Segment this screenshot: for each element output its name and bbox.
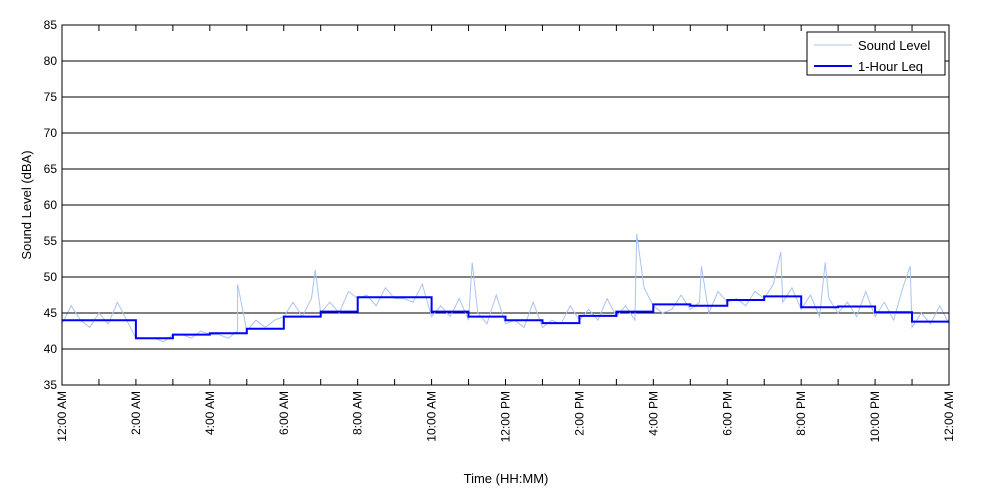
- x-axis-label: Time (HH:MM): [464, 471, 549, 486]
- x-tick-label-7: 2:00 PM: [572, 391, 586, 436]
- y-tick-labels: 35 40 45 50 55 60 65 70 75 80 85: [44, 18, 58, 392]
- legend: Sound Level 1-Hour Leq: [806, 31, 946, 76]
- x-tick-label-11: 10:00 PM: [868, 391, 882, 442]
- series-layer: [61, 233, 950, 343]
- legend-box: [806, 31, 946, 76]
- x-tick-label-12: 12:00 AM: [942, 391, 956, 442]
- y-tick-label-65: 65: [44, 162, 58, 176]
- x-tick-label-0: 12:00 AM: [55, 391, 69, 442]
- y-tick-label-70: 70: [44, 126, 58, 140]
- y-tick-label-40: 40: [44, 342, 58, 356]
- y-axis-label: Sound Level (dBA): [19, 150, 34, 259]
- x-tick-label-10: 8:00 PM: [794, 391, 808, 436]
- x-tick-label-1: 2:00 AM: [129, 391, 143, 435]
- y-tick-label-80: 80: [44, 54, 58, 68]
- series-line-1-hour-leq: [62, 295, 949, 340]
- x-tick-label-2: 4:00 AM: [203, 391, 217, 435]
- y-tick-label-55: 55: [44, 234, 58, 248]
- x-tick-label-4: 8:00 AM: [351, 391, 365, 435]
- y-tick-label-85: 85: [44, 18, 58, 32]
- y-tick-label-35: 35: [44, 378, 58, 392]
- y-tick-label-45: 45: [44, 306, 58, 320]
- x-tick-labels: 12:00 AM 2:00 AM 4:00 AM 6:00 AM 8:00 AM 10:0…: [55, 391, 956, 442]
- y-tick-label-75: 75: [44, 90, 58, 104]
- legend-label-sound-level: Sound Level: [858, 38, 930, 53]
- axis-ticks: [61, 24, 950, 386]
- legend-label-1-hour-leq: 1-Hour Leq: [858, 59, 923, 74]
- x-tick-label-3: 6:00 AM: [277, 391, 291, 435]
- x-tick-label-6: 12:00 PM: [499, 391, 513, 442]
- grid-lines: [62, 60, 949, 350]
- x-tick-label-8: 4:00 PM: [646, 391, 660, 436]
- x-tick-label-9: 6:00 PM: [720, 391, 734, 436]
- x-tick-label-5: 10:00 AM: [425, 391, 439, 442]
- y-tick-label-60: 60: [44, 198, 58, 212]
- y-tick-label-50: 50: [44, 270, 58, 284]
